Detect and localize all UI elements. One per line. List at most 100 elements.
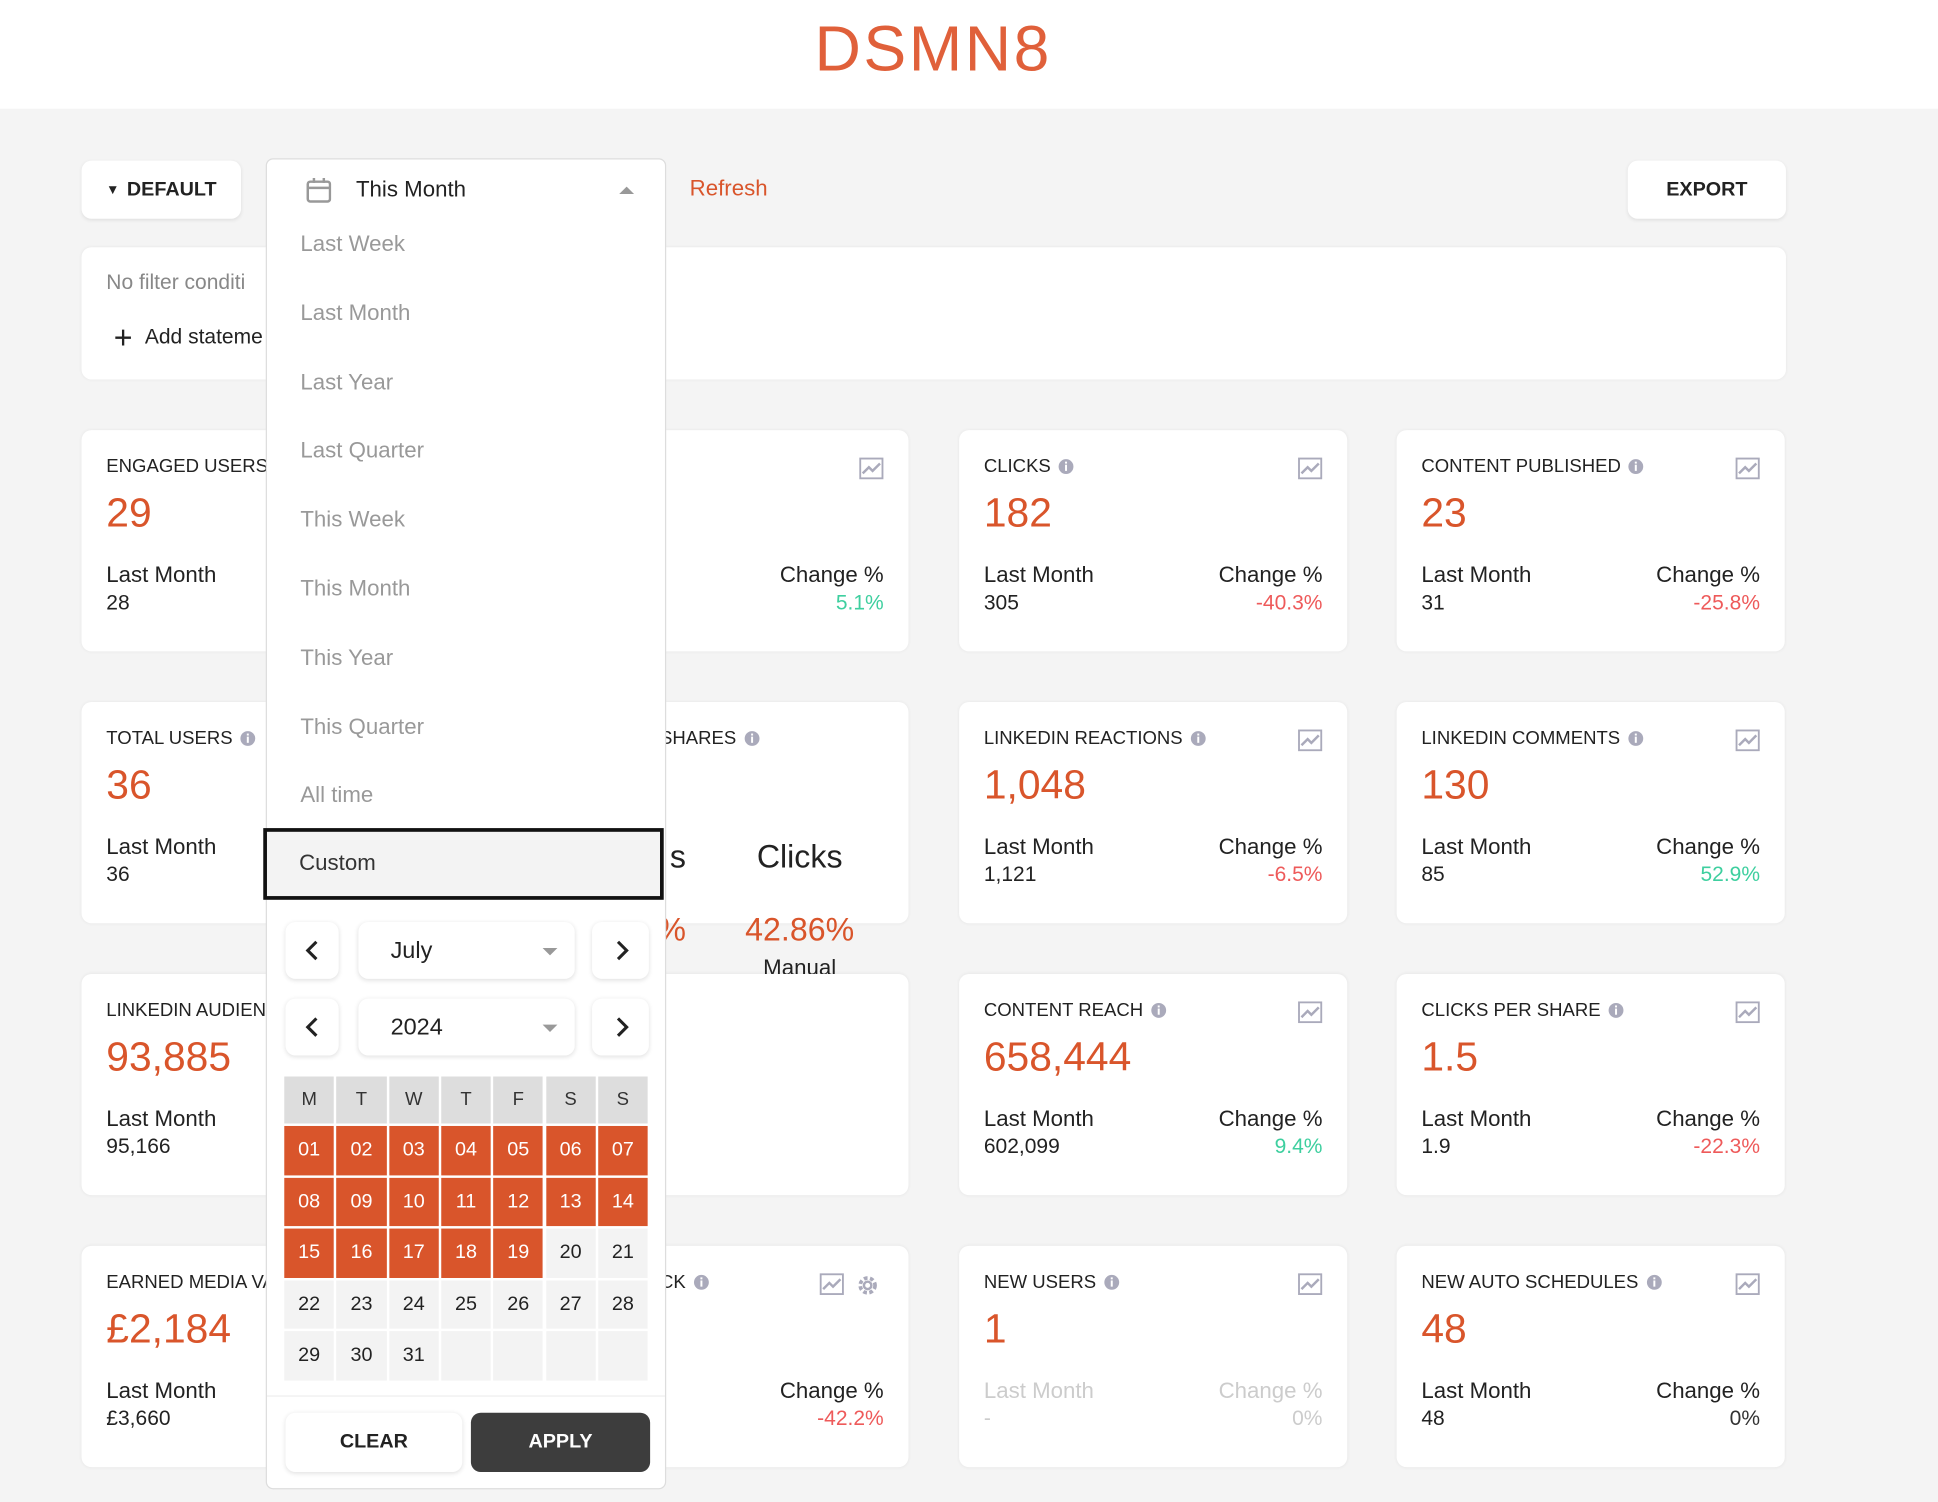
card-title-text: EARNED MEDIA VA <box>106 1271 275 1293</box>
card-title: TOTAL USERS <box>106 728 256 749</box>
card-title-text: NEW AUTO SCHEDULES <box>1421 1271 1639 1293</box>
card-title: SHARES <box>660 728 760 749</box>
calendar-day[interactable]: 13 <box>545 1177 596 1227</box>
date-range-value[interactable]: This Month <box>355 176 467 202</box>
card-title: LINKEDIN COMMENTS <box>1421 728 1644 749</box>
month-select[interactable]: July <box>358 922 575 979</box>
calendar-day[interactable]: 16 <box>336 1228 387 1278</box>
calendar-day[interactable]: 10 <box>388 1177 439 1227</box>
add-statement[interactable]: + Add stateme <box>113 318 263 356</box>
stat-card: CLICKS PER SHARE 1.5 Last Month 1.9 Change %… <box>1396 973 1785 1196</box>
info-icon[interactable] <box>1628 730 1644 746</box>
last-month-label: Last Month <box>983 1106 1094 1131</box>
calendar-day[interactable]: 27 <box>545 1280 596 1330</box>
chart-icon <box>1735 1273 1760 1301</box>
calendar-day[interactable]: 17 <box>388 1228 439 1278</box>
calendar-day[interactable]: 07 <box>597 1125 648 1175</box>
chart-icon <box>819 1273 844 1301</box>
date-option[interactable]: This Year <box>300 644 394 670</box>
calendar-day[interactable]: 06 <box>545 1125 596 1175</box>
change-label: Change % <box>1218 562 1323 588</box>
info-icon[interactable] <box>1058 459 1074 475</box>
card-value: 130 <box>1421 761 1490 808</box>
date-option[interactable]: Last Quarter <box>300 438 424 463</box>
calendar-day[interactable]: 21 <box>597 1228 648 1278</box>
info-icon[interactable] <box>1151 1002 1167 1018</box>
apply-button[interactable]: APPLY <box>470 1412 651 1473</box>
prev-button[interactable] <box>285 922 339 979</box>
info-icon[interactable] <box>1646 1274 1662 1290</box>
date-option[interactable]: Last Year <box>300 369 394 394</box>
year-select[interactable]: 2024 <box>358 998 575 1056</box>
calendar-day[interactable]: 31 <box>388 1331 439 1381</box>
card-title-text: ENGAGED USERS <box>106 456 269 478</box>
calendar-day[interactable]: 01 <box>284 1125 335 1175</box>
weekday-header: T <box>336 1076 387 1124</box>
refresh-link[interactable]: Refresh <box>689 175 768 201</box>
export-button[interactable]: EXPORT <box>1627 160 1786 219</box>
weekday-header: S <box>597 1076 648 1124</box>
date-option[interactable]: This Quarter <box>300 713 424 739</box>
info-icon[interactable] <box>1104 1274 1120 1290</box>
date-option[interactable]: This Month <box>300 575 411 601</box>
calendar-day[interactable]: 18 <box>441 1228 491 1278</box>
info-icon[interactable] <box>744 730 760 746</box>
add-label: Add stateme <box>144 325 263 349</box>
change-label: Change % <box>1218 1106 1323 1131</box>
view-label: DEFAULT <box>126 178 217 200</box>
clear-button[interactable]: CLEAR <box>285 1412 463 1473</box>
info-icon[interactable] <box>693 1274 709 1290</box>
calendar-day[interactable]: 20 <box>545 1228 596 1278</box>
card-title-text: CLICKS <box>983 456 1051 478</box>
card-title-text: TOTAL USERS <box>106 727 233 749</box>
calendar-day[interactable]: 08 <box>284 1177 335 1227</box>
calendar-day[interactable]: 23 <box>336 1280 387 1330</box>
chart-icon <box>1735 457 1760 485</box>
calendar-empty <box>493 1331 544 1381</box>
info-icon[interactable] <box>240 730 256 746</box>
calendar-day[interactable]: 05 <box>493 1125 544 1175</box>
calendar-day[interactable]: 29 <box>284 1331 335 1381</box>
date-option[interactable]: All time <box>300 782 374 808</box>
calendar-day[interactable]: 04 <box>441 1125 491 1175</box>
change-label: Change % <box>1218 1378 1323 1403</box>
calendar-day[interactable]: 15 <box>284 1228 335 1278</box>
view-button[interactable]: ▼ DEFAULT <box>81 160 242 219</box>
calendar-day[interactable]: 28 <box>597 1280 648 1330</box>
custom-option[interactable]: Custom <box>263 828 664 900</box>
info-icon[interactable] <box>1190 730 1206 746</box>
info-icon[interactable] <box>1608 1002 1624 1018</box>
calendar-day[interactable]: 14 <box>597 1177 648 1227</box>
prev-button[interactable] <box>285 998 339 1056</box>
next-button[interactable] <box>592 998 649 1056</box>
month-value: July <box>390 938 433 965</box>
change-label: Change % <box>1656 562 1761 588</box>
calendar-day[interactable]: 22 <box>284 1280 335 1330</box>
date-option[interactable]: Last Month <box>300 300 411 325</box>
calendar-day[interactable]: 25 <box>441 1280 491 1330</box>
calendar-day[interactable]: 30 <box>336 1331 387 1381</box>
last-month-label: Last Month <box>106 1106 217 1131</box>
card-title-text: LINKEDIN AUDIEN <box>106 999 266 1021</box>
card-value: 29 <box>106 489 152 536</box>
calendar-day[interactable]: 11 <box>441 1177 491 1227</box>
next-button[interactable] <box>592 922 649 979</box>
last-month-label: Last Month <box>1421 1106 1532 1131</box>
calendar-day[interactable]: 09 <box>336 1177 387 1227</box>
calendar-day[interactable]: 26 <box>493 1280 544 1330</box>
last-month-value: 28 <box>106 590 130 615</box>
info-icon[interactable] <box>1628 459 1644 475</box>
stat-card: NEW USERS 1 Last Month - Change % 0% <box>959 1245 1348 1468</box>
change-value: -25.8% <box>1693 590 1761 615</box>
change-value: -40.3% <box>1255 590 1323 615</box>
date-option[interactable]: Last Week <box>300 231 406 256</box>
date-option[interactable]: This Week <box>300 506 406 532</box>
calendar-day[interactable]: 03 <box>388 1125 439 1175</box>
calendar-day[interactable]: 24 <box>388 1280 439 1330</box>
calendar-day[interactable]: 02 <box>336 1125 387 1175</box>
card-title: CONTENT PUBLISHED <box>1421 456 1644 477</box>
calendar-day[interactable]: 12 <box>493 1177 544 1227</box>
share-percent: 42.86% <box>745 910 855 948</box>
calendar-day[interactable]: 19 <box>493 1228 544 1278</box>
